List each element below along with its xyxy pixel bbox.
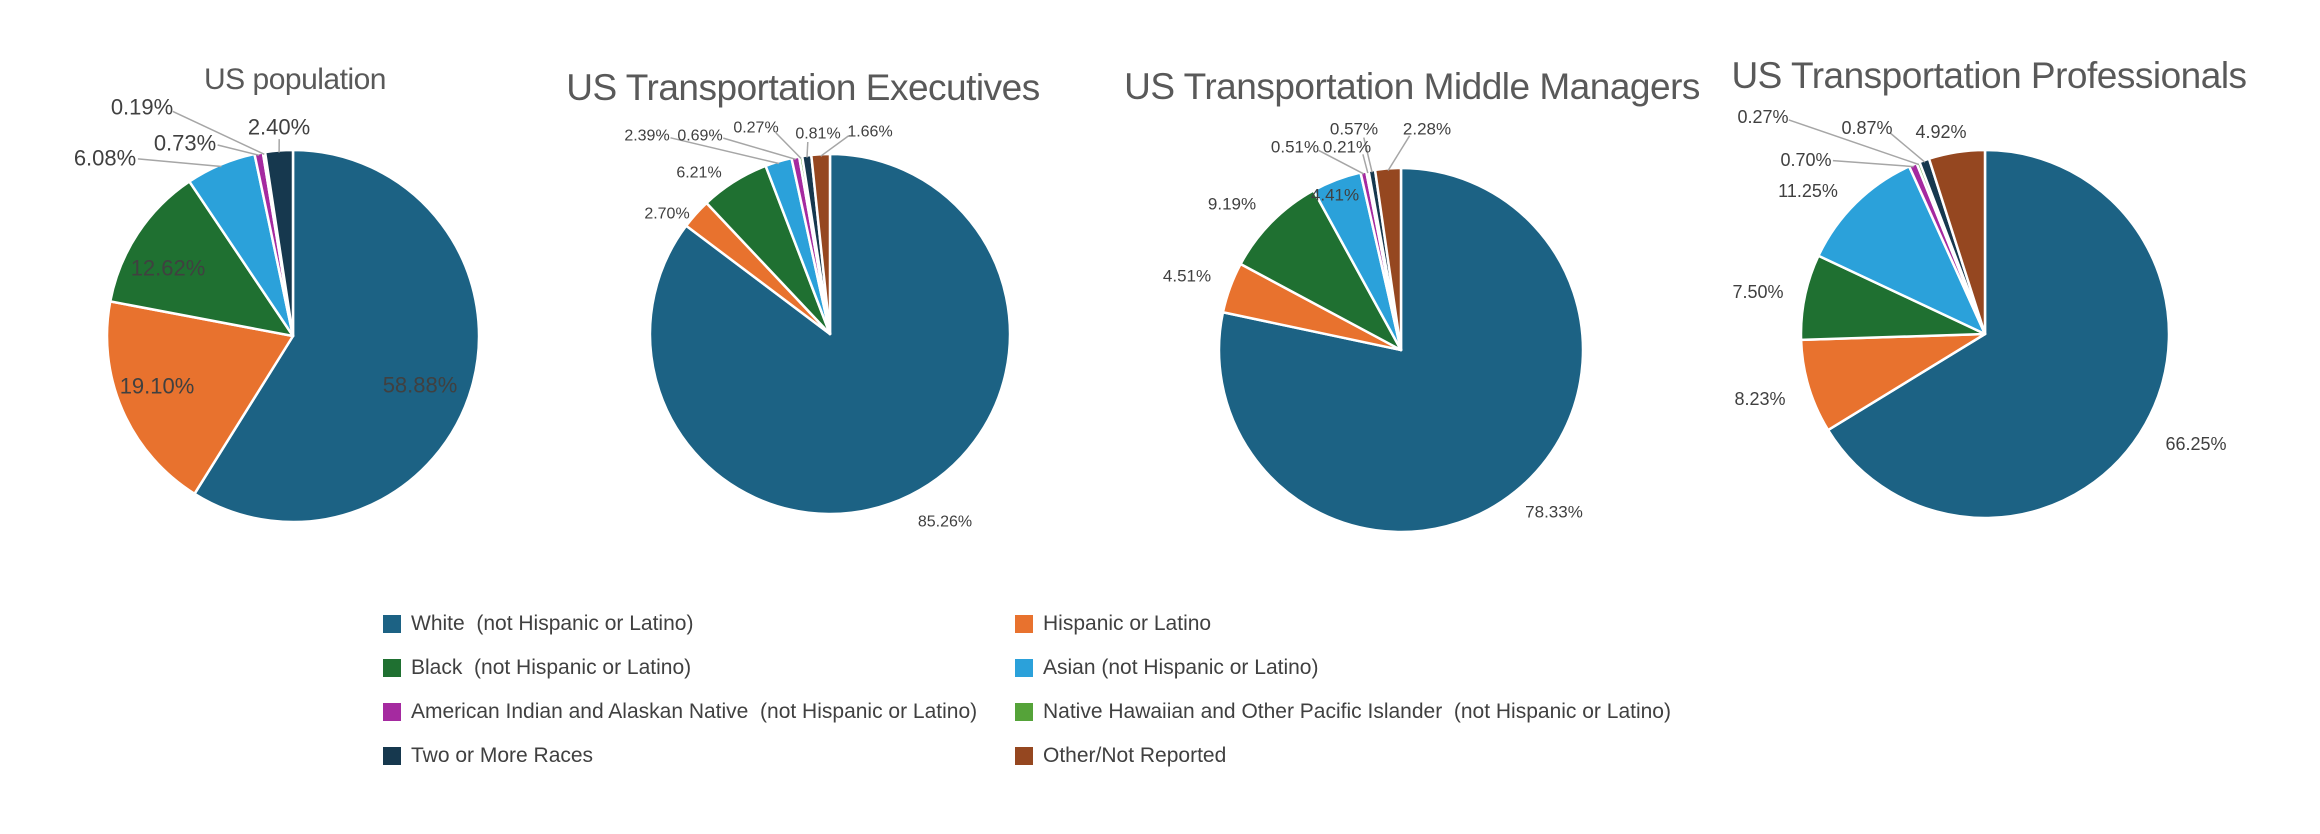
label-leader-line <box>1318 149 1365 175</box>
pie-data-label: 0.81% <box>795 126 840 143</box>
pie-data-label: 0.27% <box>733 120 778 137</box>
label-leader-line <box>1387 135 1411 171</box>
label-leader-line <box>217 144 260 156</box>
label-leader-line <box>1788 119 1920 166</box>
pie-data-label: 1.66% <box>847 124 892 141</box>
legend-swatch-two-or-more-races <box>383 747 401 765</box>
chart-title-transportation-executives: US Transportation Executives <box>566 67 1040 108</box>
pie-data-label: 12.62% <box>131 256 206 281</box>
pie-chart-us-population: 58.88% 19.10% 12.62% 6.08% 0.73% 0.19% 2.40% <box>74 95 481 524</box>
legend-label: Two or More Races <box>411 744 594 767</box>
pie-data-label: 0.51% <box>1271 138 1319 157</box>
pie-data-label: 2.28% <box>1403 120 1451 139</box>
pie-data-label: 4.41% <box>1311 186 1359 205</box>
pie-data-label: 66.25% <box>2165 434 2226 454</box>
pie-slice-other-not-reported <box>810 152 832 336</box>
pie-data-label: 0.70% <box>1780 150 1831 170</box>
label-leader-line <box>1363 137 1373 173</box>
label-leader-line <box>775 132 802 159</box>
label-leader-line <box>670 137 780 165</box>
pie-slice-black-not-hispanic <box>1239 189 1403 352</box>
label-leader-line <box>806 141 809 158</box>
label-leader-line <box>1832 159 1914 168</box>
legend-label: Black (not Hispanic or Latino) <box>411 656 692 679</box>
pie-chart-transportation-executives: 85.26% 2.70% 6.21% 2.39% 0.69% 0.27% 0.81% 1.66… <box>624 120 1012 531</box>
pie-data-label: 6.21% <box>676 165 721 182</box>
pie-slice-hispanic-or-latino <box>105 300 295 496</box>
pie-data-label: 78.33% <box>1525 503 1583 522</box>
pie-slice-other-not-reported <box>1927 148 1987 336</box>
legend-swatch-native-hawaiian-pacific-islander <box>1015 703 1033 721</box>
pie-data-label: 2.40% <box>248 115 310 140</box>
pie-data-label: 11.25% <box>1778 181 1838 201</box>
legend-label: American Indian and Alaskan Native (not … <box>411 700 978 723</box>
pie-data-label: 58.88% <box>383 373 458 398</box>
legend-item-black-not-hispanic: Black (not Hispanic or Latino) <box>383 656 691 680</box>
legend-swatch-black-not-hispanic <box>383 659 401 677</box>
pie-data-label: 4.92% <box>1915 122 1966 142</box>
pie-data-label: 2.70% <box>644 206 689 223</box>
legend-item-native-hawaiian-pacific-islander: Native Hawaiian and Other Pacific Island… <box>1015 700 1671 724</box>
pie-data-label: 0.21% <box>1323 138 1371 157</box>
legend-label: Asian (not Hispanic or Latino) <box>1043 656 1319 679</box>
legend-swatch-asian-not-hispanic <box>1015 659 1033 677</box>
legend-item-american-indian-alaskan-native: American Indian and Alaskan Native (not … <box>383 700 977 724</box>
pie-slice-white-not-hispanic <box>193 148 481 524</box>
pie-data-label: 6.08% <box>74 146 136 171</box>
pie-data-label: 2.39% <box>624 128 669 145</box>
legend-swatch-american-indian-alaskan-native <box>383 703 401 721</box>
label-leader-line <box>723 137 796 161</box>
legend-label: Other/Not Reported <box>1043 744 1227 767</box>
pie-data-label: 19.10% <box>120 374 195 399</box>
label-leader-line <box>1889 132 1926 163</box>
chart-title-us-population: US population <box>204 63 386 96</box>
pie-data-label: 0.57% <box>1330 120 1378 139</box>
pie-slice-asian-not-hispanic <box>1817 165 1987 336</box>
pie-data-label: 0.69% <box>677 128 722 145</box>
legend-item-asian-not-hispanic: Asian (not Hispanic or Latino) <box>1015 656 1318 680</box>
label-leader-line <box>820 135 849 157</box>
pie-data-label: 0.87% <box>1841 118 1892 138</box>
legend-item-other-not-reported: Other/Not Reported <box>1015 744 1226 768</box>
pie-chart-transportation-professionals: 66.25% 8.23% 7.50% 11.25% 0.70% 0.27% 0.87% 4.9… <box>1732 107 2227 520</box>
chart-title-transportation-professionals: US Transportation Professionals <box>1731 55 2247 96</box>
label-leader-line <box>137 158 222 168</box>
legend-swatch-other-not-reported <box>1015 747 1033 765</box>
pie-data-label: 0.27% <box>1737 107 1788 127</box>
chart-title-transportation-middle-managers: US Transportation Middle Managers <box>1124 66 1700 107</box>
pie-data-label: 4.51% <box>1163 267 1211 286</box>
label-leader-line <box>172 110 265 155</box>
pie-data-label: 8.23% <box>1734 389 1785 409</box>
legend-label: Native Hawaiian and Other Pacific Island… <box>1043 700 1671 723</box>
pie-data-label: 0.73% <box>154 131 216 156</box>
pie-chart-transportation-middle-managers: 78.33% 4.51% 9.19% 4.41% 0.51% 0.21%0.57% 2.28… <box>1163 120 1585 534</box>
pie-data-label: 7.50% <box>1732 282 1783 302</box>
pie-slice-white-not-hispanic <box>1826 148 2171 520</box>
pie-slice-hispanic-or-latino <box>1799 332 1987 432</box>
pie-data-label: 0.19% <box>111 95 173 120</box>
pie-slice-black-not-hispanic <box>109 180 295 338</box>
label-leader-line <box>1362 154 1369 174</box>
legend-item-two-or-more-races: Two or More Races <box>383 744 593 768</box>
pie-data-label: 85.26% <box>918 514 972 531</box>
pie-data-label: 9.19% <box>1208 195 1256 214</box>
pie-slice-other-not-reported <box>1373 166 1403 352</box>
